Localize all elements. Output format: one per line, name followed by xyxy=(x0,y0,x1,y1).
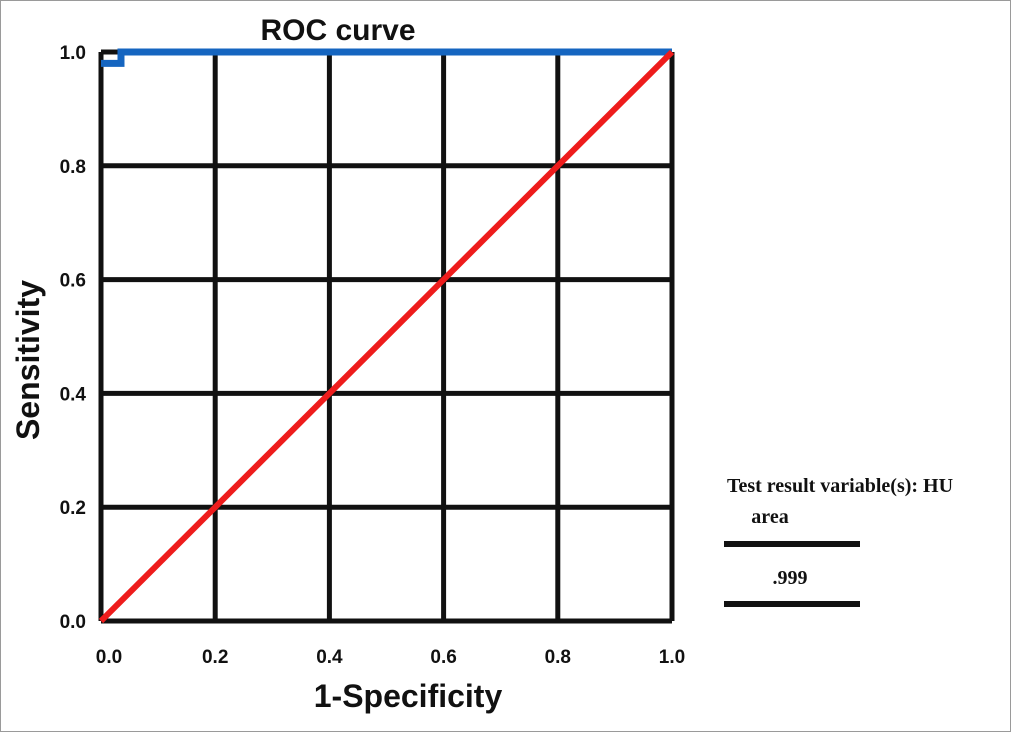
reference-diagonal-line xyxy=(98,49,675,624)
y-tick-label: 0.4 xyxy=(60,384,87,405)
tick-labels: 0.0 0.2 0.4 0.6 0.8 1.0 0.0 0.2 0.4 0.6 0.8 1.0 xyxy=(60,43,686,668)
y-tick-label: 0.0 xyxy=(60,612,86,633)
chart-title: ROC curve xyxy=(260,14,415,47)
y-axis-label: Sensitivity xyxy=(10,280,46,440)
y-tick-label: 0.6 xyxy=(60,271,86,292)
x-tick-label: 0.0 xyxy=(96,647,122,668)
table-header-line2: area xyxy=(751,506,788,528)
x-tick-label: 0.2 xyxy=(202,647,228,668)
table-value: .999 xyxy=(773,567,808,589)
grid xyxy=(98,49,675,624)
results-table: Test result variable(s): HU area .999 xyxy=(724,475,953,607)
roc-curve-line xyxy=(101,48,672,67)
y-tick-label: 0.2 xyxy=(60,498,86,519)
x-tick-label: 0.6 xyxy=(430,647,456,668)
x-tick-label: 0.8 xyxy=(545,647,571,668)
x-tick-label: 1.0 xyxy=(659,647,685,668)
y-tick-label: 0.8 xyxy=(60,157,86,178)
x-axis-label: 1-Specificity xyxy=(314,678,503,714)
y-tick-label: 1.0 xyxy=(60,43,86,64)
table-header-line1: Test result variable(s): HU xyxy=(727,475,953,497)
series-layer xyxy=(98,48,675,624)
x-tick-label: 0.4 xyxy=(316,647,343,668)
